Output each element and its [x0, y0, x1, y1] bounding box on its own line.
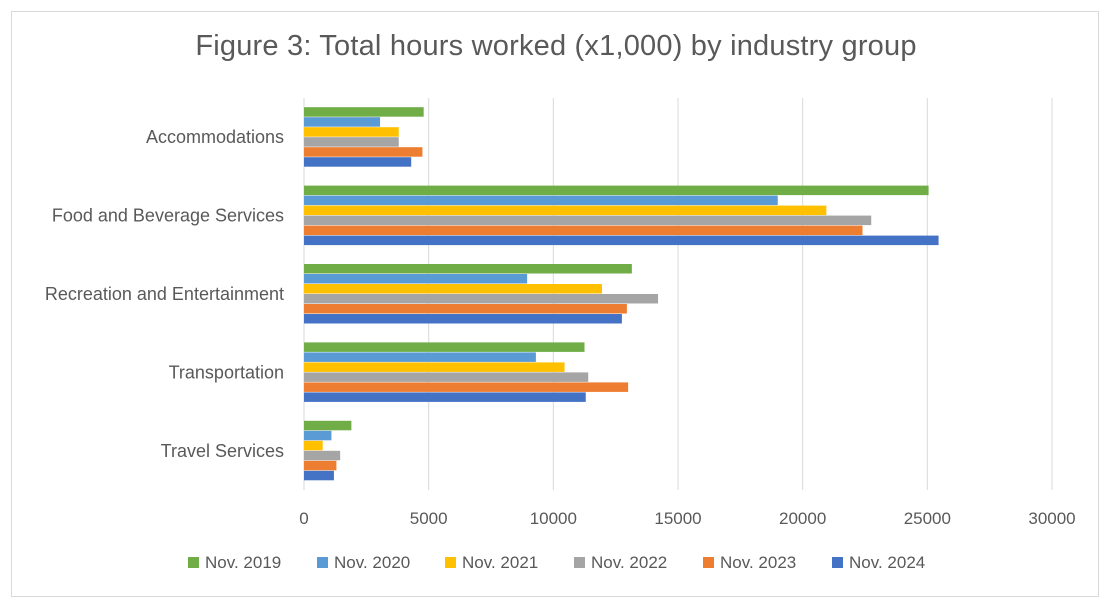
- legend-swatch: [188, 557, 199, 568]
- x-tick-label: 25000: [904, 509, 951, 528]
- legend-swatch: [445, 557, 456, 568]
- bar-nov-2020: [304, 117, 381, 127]
- bar-nov-2022: [304, 137, 399, 147]
- bar-nov-2019: [304, 264, 632, 274]
- bar-nov-2023: [304, 382, 629, 392]
- legend-label: Nov. 2020: [334, 553, 410, 572]
- category-label: Recreation and Entertainment: [45, 284, 284, 304]
- x-tick-label: 10000: [530, 509, 577, 528]
- bar-nov-2022: [304, 294, 659, 304]
- bar-nov-2021: [304, 362, 565, 372]
- x-tick-label: 0: [299, 509, 308, 528]
- x-tick-label: 5000: [410, 509, 448, 528]
- bar-nov-2021: [304, 127, 399, 137]
- bar-nov-2021: [304, 440, 323, 451]
- bar-nov-2022: [304, 215, 872, 226]
- bar-nov-2020: [304, 430, 332, 441]
- x-tick-label: 15000: [654, 509, 701, 528]
- chart-title: Figure 3: Total hours worked (x1,000) by…: [195, 30, 917, 62]
- bar-nov-2023: [304, 225, 863, 236]
- category-label: Food and Beverage Services: [52, 206, 284, 226]
- legend-label: Nov. 2019: [205, 553, 281, 572]
- bar-nov-2024: [304, 392, 586, 402]
- bar-nov-2019: [304, 107, 424, 117]
- bar-nov-2024: [304, 314, 622, 324]
- bar-nov-2021: [304, 205, 827, 216]
- bar-nov-2023: [304, 460, 337, 471]
- category-label: Transportation: [169, 362, 284, 382]
- bar-nov-2024: [304, 235, 939, 246]
- legend-swatch: [574, 557, 585, 568]
- x-tick-label: 30000: [1028, 509, 1075, 528]
- legend-label: Nov. 2022: [591, 553, 667, 572]
- bar-nov-2021: [304, 284, 602, 294]
- bar-nov-2024: [304, 157, 412, 167]
- legend-label: Nov. 2024: [849, 553, 925, 572]
- bar-nov-2019: [304, 420, 352, 431]
- bar-nov-2023: [304, 147, 423, 157]
- bar-nov-2020: [304, 195, 778, 206]
- category-label: Travel Services: [161, 441, 284, 461]
- bar-nov-2022: [304, 450, 341, 461]
- category-label: Accommodations: [146, 127, 284, 147]
- bar-nov-2020: [304, 352, 536, 362]
- bar-nov-2019: [304, 342, 585, 352]
- bar-nov-2020: [304, 274, 528, 284]
- legend-label: Nov. 2023: [720, 553, 796, 572]
- x-tick-label: 20000: [779, 509, 826, 528]
- legend-swatch: [832, 557, 843, 568]
- bar-nov-2019: [304, 185, 929, 196]
- bar-nov-2022: [304, 372, 589, 382]
- legend-swatch: [703, 557, 714, 568]
- legend-label: Nov. 2021: [462, 553, 538, 572]
- bar-nov-2023: [304, 304, 627, 314]
- legend-swatch: [317, 557, 328, 568]
- bar-nov-2024: [304, 470, 334, 481]
